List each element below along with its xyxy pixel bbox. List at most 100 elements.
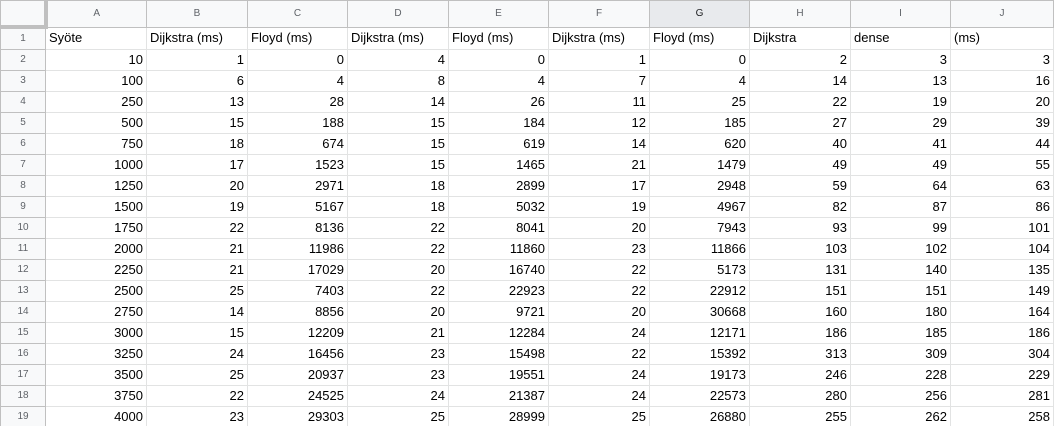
cell-f15[interactable]: 24 (548, 322, 650, 344)
cell-e8[interactable]: 2899 (448, 175, 549, 197)
cell-h17[interactable]: 246 (749, 364, 851, 386)
cell-d6[interactable]: 15 (347, 133, 449, 155)
cell-c2[interactable]: 0 (247, 49, 348, 71)
row-header[interactable]: 14 (0, 301, 46, 323)
row-header[interactable]: 10 (0, 217, 46, 239)
cell-i12[interactable]: 140 (850, 259, 951, 281)
cell-b13[interactable]: 25 (146, 280, 248, 302)
row-header[interactable]: 6 (0, 133, 46, 155)
cell-a16[interactable]: 3250 (45, 343, 147, 365)
cell-h6[interactable]: 40 (749, 133, 851, 155)
cell-c6[interactable]: 674 (247, 133, 348, 155)
cell-e15[interactable]: 12284 (448, 322, 549, 344)
cell-e3[interactable]: 4 (448, 70, 549, 92)
column-header-a[interactable]: A (45, 0, 147, 28)
cell-a3[interactable]: 100 (45, 70, 147, 92)
cell-f3[interactable]: 7 (548, 70, 650, 92)
cell-j8[interactable]: 63 (950, 175, 1054, 197)
cell-g14[interactable]: 30668 (649, 301, 750, 323)
cell-j4[interactable]: 20 (950, 91, 1054, 113)
cell-e7[interactable]: 1465 (448, 154, 549, 176)
cell-h18[interactable]: 280 (749, 385, 851, 407)
cell-c7[interactable]: 1523 (247, 154, 348, 176)
cell-b14[interactable]: 14 (146, 301, 248, 323)
cell-a9[interactable]: 1500 (45, 196, 147, 218)
cell-g5[interactable]: 185 (649, 112, 750, 134)
cell-i3[interactable]: 13 (850, 70, 951, 92)
cell-a17[interactable]: 3500 (45, 364, 147, 386)
cell-b10[interactable]: 22 (146, 217, 248, 239)
cell-i15[interactable]: 185 (850, 322, 951, 344)
cell-e11[interactable]: 11860 (448, 238, 549, 260)
cell-b12[interactable]: 21 (146, 259, 248, 281)
cell-j16[interactable]: 304 (950, 343, 1054, 365)
cell-e4[interactable]: 26 (448, 91, 549, 113)
cell-f4[interactable]: 11 (548, 91, 650, 113)
row-header[interactable]: 5 (0, 112, 46, 134)
cell-f13[interactable]: 22 (548, 280, 650, 302)
cell-c14[interactable]: 8856 (247, 301, 348, 323)
cell-g4[interactable]: 25 (649, 91, 750, 113)
cell-j9[interactable]: 86 (950, 196, 1054, 218)
cell-h10[interactable]: 93 (749, 217, 851, 239)
cell-i19[interactable]: 262 (850, 406, 951, 426)
cell-e14[interactable]: 9721 (448, 301, 549, 323)
cell-d18[interactable]: 24 (347, 385, 449, 407)
cell-i2[interactable]: 3 (850, 49, 951, 71)
cell-e16[interactable]: 15498 (448, 343, 549, 365)
cell-e17[interactable]: 19551 (448, 364, 549, 386)
row-header[interactable]: 9 (0, 196, 46, 218)
cell-a19[interactable]: 4000 (45, 406, 147, 426)
cell-g15[interactable]: 12171 (649, 322, 750, 344)
cell-h9[interactable]: 82 (749, 196, 851, 218)
cell-d12[interactable]: 20 (347, 259, 449, 281)
cell-a13[interactable]: 2500 (45, 280, 147, 302)
cell-i18[interactable]: 256 (850, 385, 951, 407)
cell-f11[interactable]: 23 (548, 238, 650, 260)
cell-d2[interactable]: 4 (347, 49, 449, 71)
row-header[interactable]: 19 (0, 406, 46, 426)
cell-f7[interactable]: 21 (548, 154, 650, 176)
cell-h12[interactable]: 131 (749, 259, 851, 281)
cell-j5[interactable]: 39 (950, 112, 1054, 134)
cell-g9[interactable]: 4967 (649, 196, 750, 218)
cell-e13[interactable]: 22923 (448, 280, 549, 302)
cell-a14[interactable]: 2750 (45, 301, 147, 323)
cell-a7[interactable]: 1000 (45, 154, 147, 176)
cell-b7[interactable]: 17 (146, 154, 248, 176)
cell-g17[interactable]: 19173 (649, 364, 750, 386)
cell-g3[interactable]: 4 (649, 70, 750, 92)
cell-a15[interactable]: 3000 (45, 322, 147, 344)
cell-h19[interactable]: 255 (749, 406, 851, 426)
cell-b8[interactable]: 20 (146, 175, 248, 197)
cell-i4[interactable]: 19 (850, 91, 951, 113)
cell-a10[interactable]: 1750 (45, 217, 147, 239)
cell-h14[interactable]: 160 (749, 301, 851, 323)
cell-d3[interactable]: 8 (347, 70, 449, 92)
cell-e19[interactable]: 28999 (448, 406, 549, 426)
column-header-c[interactable]: C (247, 0, 348, 28)
cell-i7[interactable]: 49 (850, 154, 951, 176)
cell-c15[interactable]: 12209 (247, 322, 348, 344)
row-header[interactable]: 7 (0, 154, 46, 176)
cell-f10[interactable]: 20 (548, 217, 650, 239)
cell-h8[interactable]: 59 (749, 175, 851, 197)
cell-e2[interactable]: 0 (448, 49, 549, 71)
cell-h4[interactable]: 22 (749, 91, 851, 113)
cell-e10[interactable]: 8041 (448, 217, 549, 239)
row-header[interactable]: 17 (0, 364, 46, 386)
row-header[interactable]: 8 (0, 175, 46, 197)
cell-j18[interactable]: 281 (950, 385, 1054, 407)
cell-j3[interactable]: 16 (950, 70, 1054, 92)
cell-f9[interactable]: 19 (548, 196, 650, 218)
cell-j14[interactable]: 164 (950, 301, 1054, 323)
cell-f18[interactable]: 24 (548, 385, 650, 407)
cell-b11[interactable]: 21 (146, 238, 248, 260)
cell-j1[interactable]: (ms) (950, 26, 1054, 50)
cell-g13[interactable]: 22912 (649, 280, 750, 302)
cell-d1[interactable]: Dijkstra (ms) (347, 26, 449, 50)
cell-j11[interactable]: 104 (950, 238, 1054, 260)
cell-a11[interactable]: 2000 (45, 238, 147, 260)
cell-f5[interactable]: 12 (548, 112, 650, 134)
cell-j12[interactable]: 135 (950, 259, 1054, 281)
